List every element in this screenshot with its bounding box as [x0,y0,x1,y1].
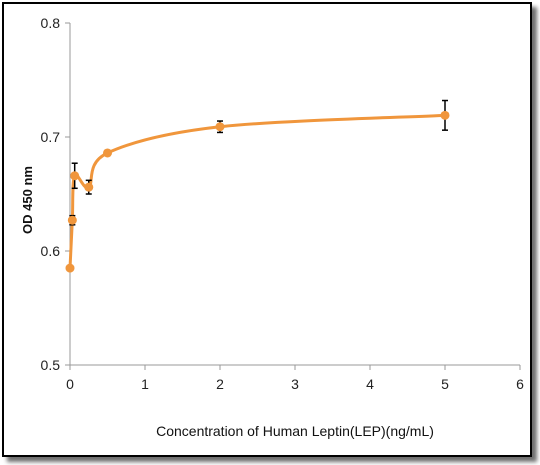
data-point [84,182,94,192]
axes [65,22,521,370]
y-tick-label: 0.5 [41,357,61,373]
data-point [65,263,75,273]
x-tick-label: 3 [291,376,299,392]
x-tick-label: 0 [66,376,74,392]
data-point [103,148,112,158]
data-point [215,122,225,132]
x-tick-label: 6 [516,376,524,392]
data-point [70,171,80,181]
x-tick-label: 1 [141,376,149,392]
error-bars [69,99,448,226]
y-tick-label: 0.6 [41,243,61,259]
y-tick-labels: 0.5 0.6 0.7 0.8 [41,15,61,373]
x-tick-label: 2 [216,376,224,392]
y-tick-label: 0.7 [41,129,61,145]
data-points [65,110,450,273]
data-point [440,110,450,120]
data-point [67,215,77,225]
x-tick-label: 5 [441,376,449,392]
series-curve [68,113,446,269]
y-tick-label: 0.8 [41,15,61,31]
x-axis-label: Concentration of Human Leptin(LEP)(ng/mL… [156,423,434,439]
x-tick-labels: 0 1 2 3 4 5 6 [66,376,524,392]
y-axis-label: OD 450 nm [20,166,35,234]
x-tick-label: 4 [366,376,374,392]
chart-frame [2,2,532,457]
